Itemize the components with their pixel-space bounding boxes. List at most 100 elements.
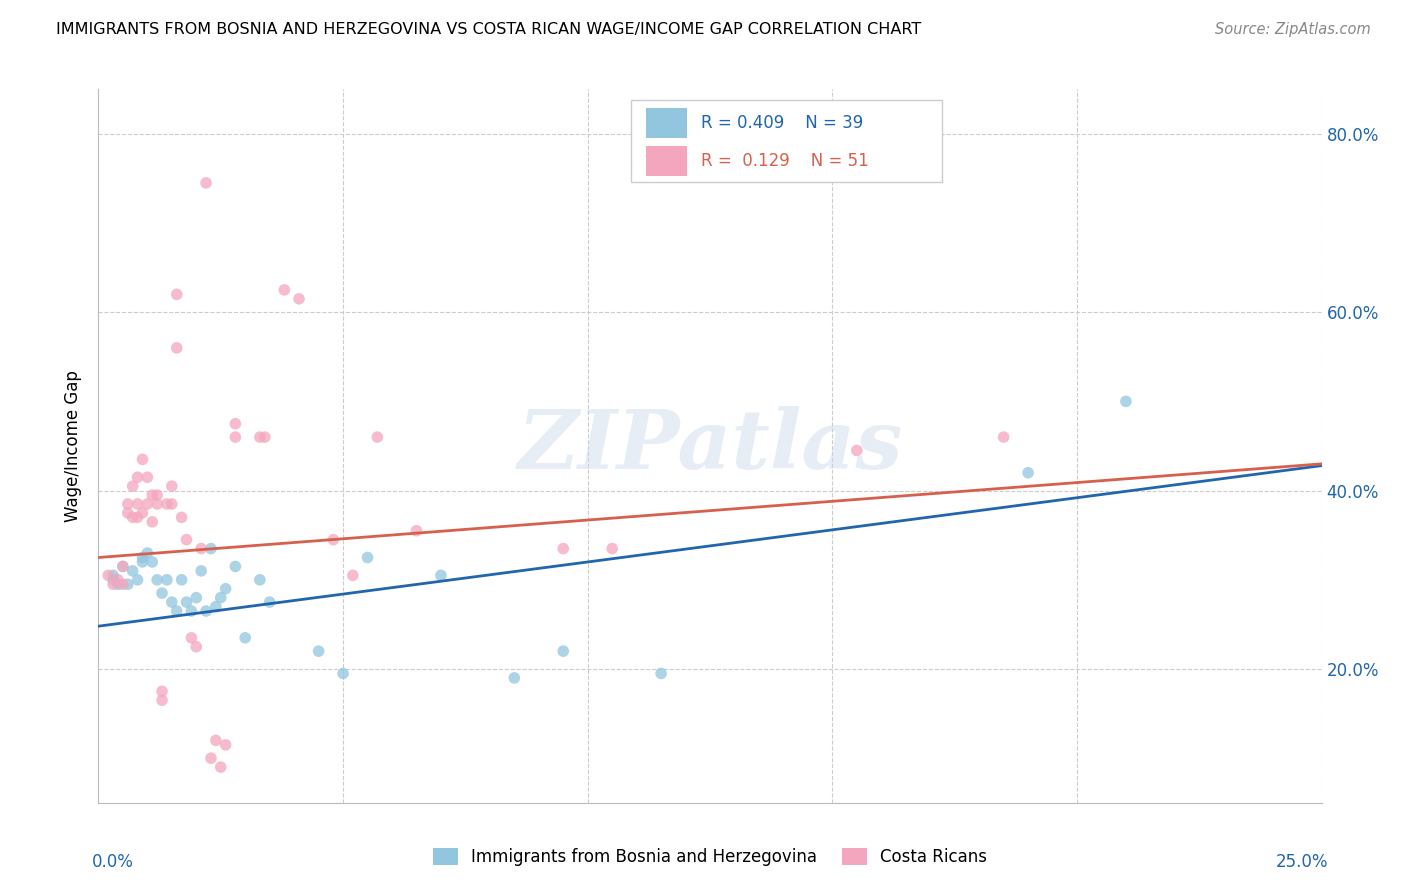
- Point: [131, 506, 153, 520]
- Point: [186, 591, 208, 605]
- Text: IMMIGRANTS FROM BOSNIA AND HERZEGOVINA VS COSTA RICAN WAGE/INCOME GAP CORRELATIO: IMMIGRANTS FROM BOSNIA AND HERZEGOVINA V…: [56, 22, 921, 37]
- Text: 25.0%: 25.0%: [1275, 853, 1327, 871]
- Point: [553, 644, 575, 658]
- Point: [186, 640, 208, 654]
- Point: [127, 510, 149, 524]
- Point: [131, 555, 153, 569]
- Point: [249, 573, 271, 587]
- Point: [200, 541, 222, 556]
- Point: [101, 577, 124, 591]
- Point: [224, 417, 246, 431]
- Point: [200, 751, 222, 765]
- Point: [146, 573, 169, 587]
- Point: [356, 550, 378, 565]
- Point: [503, 671, 526, 685]
- Text: R =  0.129    N = 51: R = 0.129 N = 51: [702, 152, 869, 169]
- Point: [141, 515, 163, 529]
- Point: [190, 564, 212, 578]
- Point: [249, 430, 271, 444]
- Text: 0.0%: 0.0%: [93, 853, 134, 871]
- Point: [166, 341, 188, 355]
- Point: [166, 604, 188, 618]
- Point: [121, 510, 143, 524]
- Point: [117, 506, 139, 520]
- Point: [170, 573, 193, 587]
- Point: [322, 533, 344, 547]
- Y-axis label: Wage/Income Gap: Wage/Income Gap: [65, 370, 83, 522]
- Point: [170, 510, 193, 524]
- Point: [195, 176, 218, 190]
- Point: [101, 573, 124, 587]
- Point: [209, 760, 232, 774]
- Point: [127, 497, 149, 511]
- Point: [1017, 466, 1039, 480]
- Point: [141, 555, 163, 569]
- Point: [342, 568, 364, 582]
- Point: [121, 479, 143, 493]
- Point: [97, 568, 120, 582]
- Point: [214, 738, 236, 752]
- Point: [176, 595, 198, 609]
- Point: [845, 443, 868, 458]
- Point: [233, 631, 256, 645]
- Point: [224, 430, 246, 444]
- Point: [136, 546, 159, 560]
- Text: R = 0.409    N = 39: R = 0.409 N = 39: [702, 114, 863, 132]
- Point: [166, 287, 188, 301]
- Text: Source: ZipAtlas.com: Source: ZipAtlas.com: [1215, 22, 1371, 37]
- Point: [180, 631, 202, 645]
- Point: [253, 430, 276, 444]
- Point: [190, 541, 212, 556]
- Point: [107, 577, 129, 591]
- Point: [146, 497, 169, 511]
- Point: [273, 283, 295, 297]
- FancyBboxPatch shape: [647, 145, 686, 176]
- Point: [405, 524, 427, 538]
- Legend: Immigrants from Bosnia and Herzegovina, Costa Ricans: Immigrants from Bosnia and Herzegovina, …: [433, 847, 987, 866]
- Point: [288, 292, 311, 306]
- Point: [993, 430, 1015, 444]
- Point: [127, 573, 149, 587]
- Point: [160, 479, 183, 493]
- Point: [156, 573, 179, 587]
- Point: [430, 568, 453, 582]
- Point: [332, 666, 354, 681]
- Point: [150, 684, 173, 698]
- Point: [111, 577, 134, 591]
- Point: [308, 644, 330, 658]
- Point: [180, 604, 202, 618]
- Point: [160, 595, 183, 609]
- Point: [176, 533, 198, 547]
- Point: [131, 452, 153, 467]
- FancyBboxPatch shape: [630, 100, 942, 182]
- Point: [366, 430, 388, 444]
- Point: [111, 559, 134, 574]
- Point: [107, 573, 129, 587]
- Point: [214, 582, 236, 596]
- Point: [111, 559, 134, 574]
- Point: [205, 599, 228, 614]
- Point: [205, 733, 228, 747]
- Point: [650, 666, 672, 681]
- Point: [131, 550, 153, 565]
- Point: [600, 541, 623, 556]
- Point: [195, 604, 218, 618]
- Point: [156, 497, 179, 511]
- Point: [150, 693, 173, 707]
- Point: [259, 595, 281, 609]
- Point: [121, 564, 143, 578]
- Point: [127, 470, 149, 484]
- Point: [117, 577, 139, 591]
- FancyBboxPatch shape: [647, 108, 686, 138]
- Point: [101, 568, 124, 582]
- Point: [150, 586, 173, 600]
- Point: [146, 488, 169, 502]
- Point: [224, 559, 246, 574]
- Point: [136, 497, 159, 511]
- Point: [160, 497, 183, 511]
- Point: [1115, 394, 1137, 409]
- Point: [553, 541, 575, 556]
- Point: [117, 497, 139, 511]
- Point: [209, 591, 232, 605]
- Point: [141, 488, 163, 502]
